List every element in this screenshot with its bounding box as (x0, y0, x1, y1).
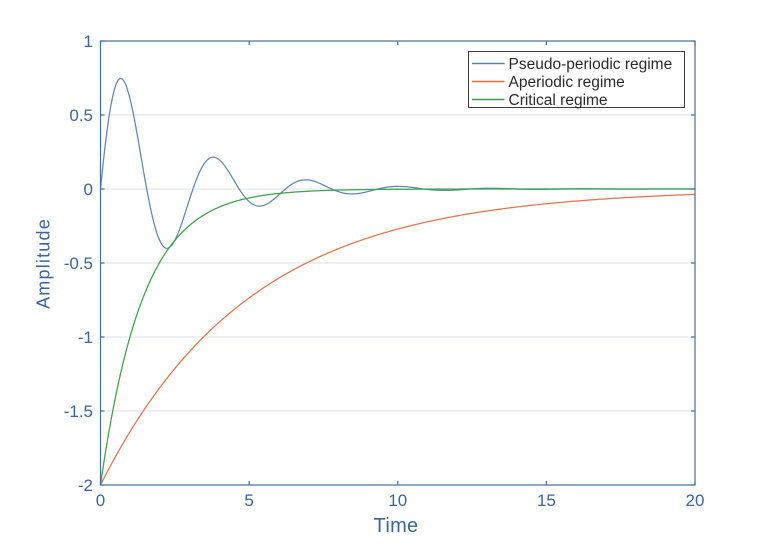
svg-text:Pseudo-periodic regime: Pseudo-periodic regime (509, 56, 673, 73)
svg-text:-2: -2 (78, 476, 93, 495)
svg-text:0: 0 (96, 491, 105, 510)
svg-text:0: 0 (84, 180, 93, 199)
svg-text:-1.5: -1.5 (64, 402, 93, 421)
svg-text:0.5: 0.5 (69, 106, 93, 125)
svg-text:Amplitude: Amplitude (34, 218, 54, 309)
svg-text:Aperiodic regime: Aperiodic regime (509, 74, 625, 91)
svg-text:1: 1 (84, 32, 93, 51)
svg-text:-1: -1 (78, 328, 93, 347)
svg-text:-0.5: -0.5 (64, 254, 93, 273)
svg-text:15: 15 (537, 491, 556, 510)
svg-text:5: 5 (244, 491, 253, 510)
svg-text:10: 10 (388, 491, 407, 510)
svg-text:20: 20 (686, 491, 705, 510)
svg-text:Critical regime: Critical regime (509, 92, 608, 109)
svg-text:Time: Time (374, 515, 419, 537)
